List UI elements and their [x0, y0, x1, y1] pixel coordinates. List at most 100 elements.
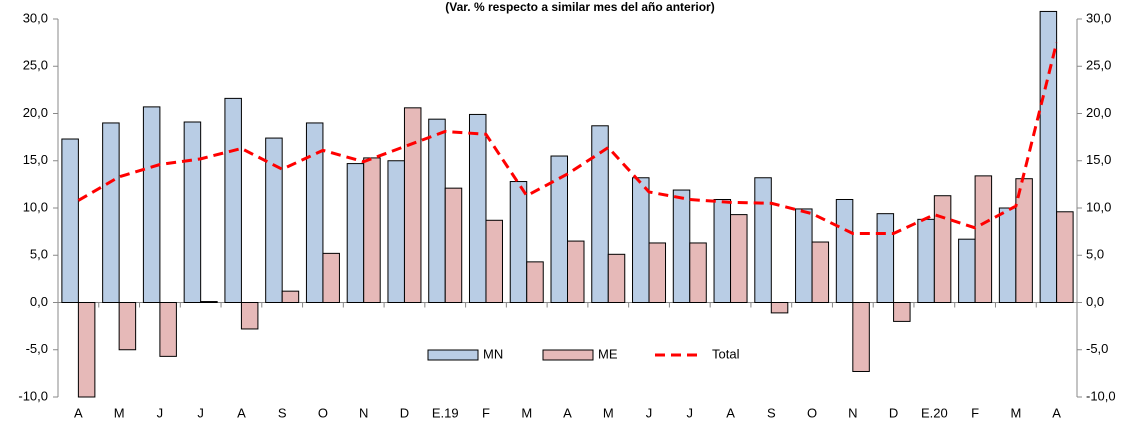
x-tick-label: M [521, 405, 532, 420]
bar [387, 160, 405, 303]
bar [811, 241, 830, 304]
x-tick-label: E.19 [432, 405, 459, 420]
bar [159, 302, 177, 357]
bar [672, 189, 691, 303]
bar [346, 163, 365, 303]
x-tick-label: O [807, 405, 817, 420]
x-tick-label: J [646, 405, 653, 420]
x-tick-label: A [1052, 405, 1061, 420]
bar [591, 125, 609, 303]
x-tick-label: F [971, 405, 979, 420]
bar [403, 107, 422, 303]
bar [183, 121, 202, 303]
bar [893, 302, 911, 322]
y-tick-label: -5,0 [26, 341, 48, 356]
bar [468, 113, 487, 303]
bar [632, 177, 650, 303]
bar [998, 207, 1017, 303]
bar [1039, 10, 1058, 303]
bar [61, 138, 79, 303]
y-tick-label: 5,0 [30, 247, 48, 262]
x-tick-label: A [726, 405, 735, 420]
bar [974, 175, 993, 303]
y2-tick-label: 20,0 [1086, 105, 1111, 120]
bar [224, 97, 242, 303]
x-tick-label: J [157, 405, 164, 420]
y2-tick-label: 10,0 [1086, 199, 1111, 214]
bar [933, 195, 952, 303]
bar [876, 213, 895, 303]
bar [444, 187, 463, 303]
bar [526, 261, 544, 303]
bar [363, 157, 381, 303]
bar [852, 302, 870, 372]
x-tick-label: F [482, 405, 490, 420]
x-tick-label: D [400, 405, 409, 420]
bar [77, 302, 96, 398]
x-tick-label: S [767, 405, 776, 420]
x-tick-label: S [278, 405, 287, 420]
bar [305, 122, 324, 303]
y2-tick-label: -10,0 [1086, 388, 1116, 403]
x-tick-label: A [563, 405, 572, 420]
y-tick-label: 0,0 [30, 294, 48, 309]
legend-swatch [542, 349, 594, 361]
line [77, 42, 1059, 236]
bar [607, 253, 626, 303]
chart-title: (Var. % respecto a similar mes del año a… [445, 0, 714, 14]
y2-tick-label: 15,0 [1086, 152, 1111, 167]
bar [281, 290, 300, 304]
bar [754, 177, 772, 303]
x-tick-label: M [1010, 405, 1021, 420]
bar [142, 106, 161, 304]
legend-swatch [427, 349, 479, 361]
y2-tick-label: 5,0 [1086, 247, 1104, 262]
x-tick-label: M [114, 405, 125, 420]
y-tick-label: 30,0 [23, 10, 48, 25]
legend-label: Total [712, 346, 740, 361]
x-tick-label: M [603, 405, 614, 420]
y-tick-label: 15,0 [23, 152, 48, 167]
y2-tick-label: 0,0 [1086, 294, 1104, 309]
y-tick-label: 25,0 [23, 58, 48, 73]
bar [958, 238, 976, 303]
bar [509, 181, 528, 303]
bar [200, 301, 218, 303]
bar [265, 137, 283, 303]
bar [835, 198, 854, 303]
bar [713, 198, 732, 303]
bar [428, 118, 446, 303]
x-tick-label: A [237, 405, 246, 420]
bar [322, 252, 340, 303]
x-tick-label: D [889, 405, 898, 420]
x-tick-label: N [848, 405, 857, 420]
bar [795, 208, 813, 304]
x-tick-label: A [74, 405, 83, 420]
y2-tick-label: 25,0 [1086, 58, 1111, 73]
y-tick-label: -10,0 [18, 388, 48, 403]
bar [102, 122, 120, 303]
bar [240, 302, 259, 330]
x-tick-label: O [318, 405, 328, 420]
legend-label: MN [483, 346, 503, 361]
bar [689, 242, 707, 303]
bar [648, 242, 667, 303]
bar [485, 219, 503, 303]
bar [550, 155, 568, 303]
x-tick-label: J [687, 405, 694, 420]
x-tick-label: J [197, 405, 204, 420]
legend-label: ME [598, 346, 618, 361]
bar [730, 214, 748, 304]
y2-tick-label: 30,0 [1086, 10, 1111, 25]
bar [118, 302, 137, 351]
bar [917, 218, 935, 303]
y-tick-label: 10,0 [23, 199, 48, 214]
x-tick-label: E.20 [921, 405, 948, 420]
y-tick-label: 20,0 [23, 105, 48, 120]
bar [567, 240, 585, 303]
bar [770, 302, 789, 314]
x-tick-label: N [359, 405, 368, 420]
y2-tick-label: -5,0 [1086, 341, 1108, 356]
bar [1056, 211, 1074, 303]
